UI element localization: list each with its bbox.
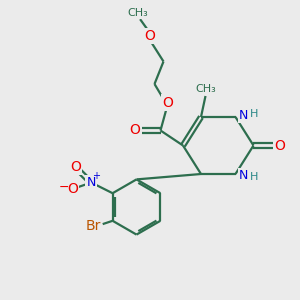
Text: H: H (250, 172, 258, 182)
Text: O: O (130, 124, 140, 137)
Text: +: + (92, 171, 101, 181)
Text: O: O (70, 160, 81, 174)
Text: O: O (274, 139, 285, 152)
Text: CH₃: CH₃ (128, 8, 148, 18)
Text: CH₃: CH₃ (196, 84, 217, 94)
Text: −: − (59, 181, 69, 194)
Text: N: N (86, 176, 96, 189)
Text: O: O (145, 29, 155, 43)
Text: O: O (67, 182, 78, 196)
Text: N: N (239, 109, 249, 122)
Text: N: N (239, 169, 249, 182)
Text: H: H (250, 109, 258, 119)
Text: O: O (163, 96, 173, 110)
Text: Br: Br (85, 219, 101, 233)
